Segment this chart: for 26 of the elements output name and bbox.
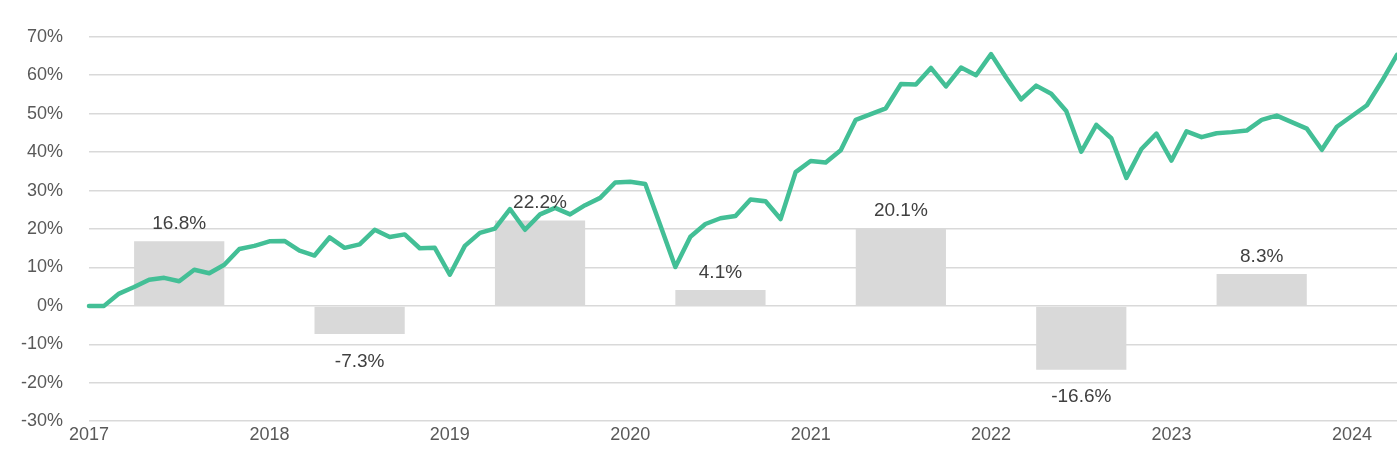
y-tick-label: 60% <box>26 64 63 85</box>
y-tick-label: -20% <box>20 371 63 392</box>
data-label: 8.3% <box>1240 244 1284 266</box>
x-tick-label: 2021 <box>790 423 831 444</box>
y-tick-label: 40% <box>26 141 63 162</box>
x-tick-label: 2020 <box>610 423 651 444</box>
x-tick-label: 2018 <box>249 423 290 444</box>
y-tick-label: 10% <box>26 256 63 277</box>
x-tick-label: 2017 <box>68 423 110 444</box>
x-tick-label: 2024 <box>1331 423 1372 444</box>
y-tick-label: -10% <box>20 333 63 354</box>
x-tick-label: 2023 <box>1151 423 1192 444</box>
y-tick-label: 70% <box>26 25 63 46</box>
x-tick-label: 2019 <box>429 423 470 444</box>
y-tick-label: 50% <box>26 102 63 123</box>
y-tick-label: 20% <box>26 217 63 238</box>
data-label: 22.2% <box>513 191 568 213</box>
y-tick-label: -30% <box>20 410 63 431</box>
data-label: 16.8% <box>152 212 207 234</box>
data-label: 20.1% <box>873 199 928 221</box>
data-label: -16.6% <box>1051 385 1112 407</box>
x-tick-label: 2022 <box>971 423 1012 444</box>
data-label: 4.1% <box>698 260 743 282</box>
y-tick-label: 30% <box>26 179 63 200</box>
y-tick-label: 0% <box>36 294 63 315</box>
data-label: -7.3% <box>334 349 385 371</box>
